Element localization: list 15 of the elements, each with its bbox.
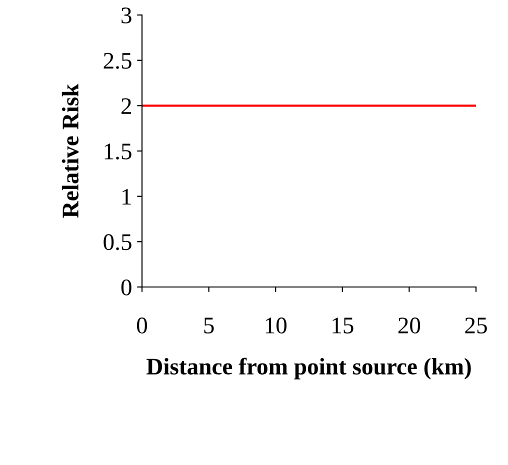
y-tick-label: 2.5 bbox=[104, 52, 132, 69]
y-tick-label: 2 bbox=[122, 98, 131, 114]
y-axis-title: Relative Risk bbox=[62, 84, 79, 218]
x-axis-title: Distance from point source (km) bbox=[146, 358, 471, 380]
x-tick-label: 25 bbox=[465, 318, 487, 334]
y-tick-label: 0 bbox=[121, 279, 132, 296]
y-tick-label: 1 bbox=[122, 188, 131, 205]
y-tick-label: 0.5 bbox=[104, 234, 132, 250]
y-tick-label: 1.5 bbox=[104, 144, 132, 160]
x-tick-label: 15 bbox=[332, 318, 354, 334]
x-tick-label: 10 bbox=[266, 318, 287, 334]
y-tick-label: 3 bbox=[122, 8, 132, 24]
x-tick-label: 5 bbox=[204, 318, 214, 334]
x-tick-label: 20 bbox=[398, 318, 420, 334]
x-tick-label: 0 bbox=[136, 318, 148, 334]
